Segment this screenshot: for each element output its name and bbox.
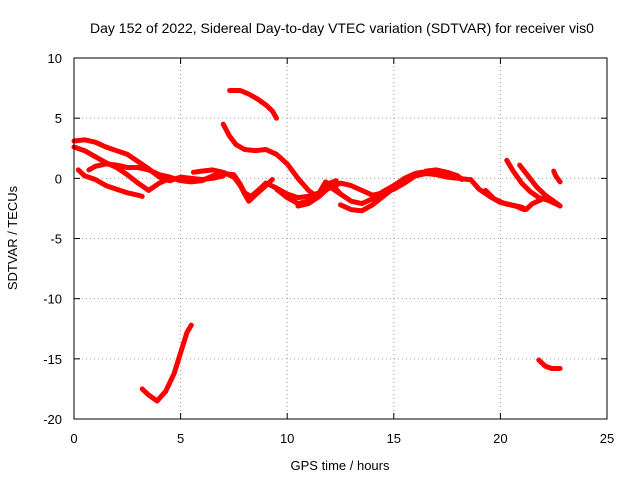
y-tick-label: 0 [55,171,62,186]
y-tick-label: -20 [43,412,62,427]
series-arc-2 [71,137,226,184]
series-arc-14 [504,157,561,208]
chart-title: Day 152 of 2022, Sidereal Day-to-day VTE… [90,20,594,36]
x-tick-label: 10 [280,431,294,446]
series-arc-16 [551,168,563,185]
x-axis-label: GPS time / hours [291,458,390,473]
series-arc-5 [190,167,275,204]
series-arc-17 [139,322,194,404]
x-tick-label: 5 [177,431,184,446]
series-arc-7 [227,88,279,121]
y-tick-label: -10 [43,292,62,307]
y-tick-label: -5 [50,232,62,247]
plot-frame [73,57,608,420]
series-arc-13 [483,187,527,213]
y-axis-label: SDTVAR / TECUs [5,185,20,290]
grid-lines [74,58,607,419]
x-tick-label: 0 [70,431,77,446]
x-tick-label: 15 [387,431,401,446]
data-series [71,88,563,404]
series-arc-9 [295,184,343,209]
series-arc-11 [338,167,465,214]
series-arc-6 [220,121,318,198]
x-tick-label: 25 [600,431,614,446]
y-tick-label: 10 [48,51,62,66]
y-tick-label: -15 [43,352,62,367]
y-tick-label: 5 [55,111,62,126]
series-arc-18 [536,357,563,371]
series-arc-3 [75,167,145,199]
series-arc-1 [71,144,173,193]
x-tick-label: 20 [493,431,507,446]
axis-ticks: 0 5 10 15 20 25 -20 -15 -10 -5 0 5 10 [43,51,614,446]
series-arc-15 [517,162,563,209]
series-arc-10 [306,178,339,204]
